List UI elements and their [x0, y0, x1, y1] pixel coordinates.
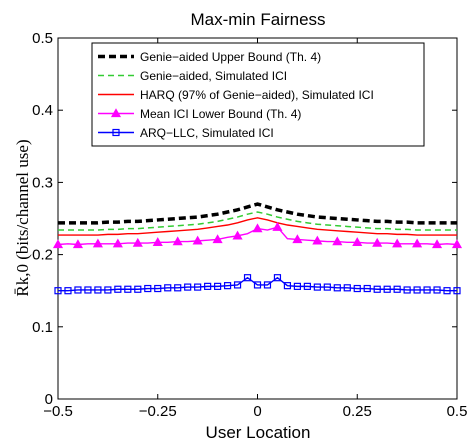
series-layer — [52, 202, 463, 295]
x-tick-label: −0.5 — [43, 403, 73, 420]
legend-label: HARQ (97% of Genie−aided), Simulated ICI — [140, 88, 374, 102]
y-tick-label: 0.1 — [32, 319, 53, 336]
x-tick-label: 0 — [253, 403, 261, 420]
data-point — [184, 283, 192, 291]
series-4 — [54, 274, 461, 295]
chart-title: Max-min Fairness — [190, 10, 325, 29]
data-point — [192, 235, 203, 245]
data-point — [112, 238, 123, 248]
data-point — [74, 286, 82, 294]
data-point — [84, 286, 92, 294]
series-line — [58, 211, 457, 231]
data-point — [313, 283, 321, 291]
data-point — [132, 237, 143, 247]
data-point — [433, 286, 441, 294]
series-line — [58, 217, 457, 236]
data-point — [392, 238, 403, 248]
data-point — [212, 234, 223, 244]
legend-box — [91, 42, 425, 147]
y-tick-label: 0.2 — [32, 247, 53, 264]
legend-marker — [112, 128, 120, 137]
data-point — [363, 284, 371, 293]
data-point — [372, 237, 383, 247]
data-point — [232, 230, 243, 240]
legend-label: Genie−aided, Simulated ICI — [140, 69, 287, 83]
data-point — [352, 237, 363, 246]
data-point — [332, 236, 343, 246]
data-point — [194, 283, 202, 291]
legend-label: Mean ICI Lower Bound (Th. 4) — [140, 107, 301, 121]
data-point — [253, 281, 262, 289]
series-0 — [58, 202, 457, 225]
series-2 — [58, 217, 457, 236]
data-point — [423, 286, 431, 294]
data-point — [263, 281, 272, 289]
data-point — [453, 287, 461, 295]
data-point — [413, 286, 421, 294]
data-point — [172, 236, 183, 246]
data-point — [273, 274, 282, 282]
data-point — [164, 284, 172, 292]
data-point — [292, 234, 303, 244]
data-point — [124, 285, 132, 293]
data-point — [104, 286, 112, 294]
data-point — [303, 282, 311, 290]
x-tick-label: −0.25 — [139, 403, 177, 420]
axis-ticks: −0.5 −0.25 0 0.25 0.5 0 0.1 0.2 0.3 0.4 0.5 — [32, 30, 467, 420]
data-point — [393, 285, 401, 293]
data-point — [403, 286, 411, 294]
data-point — [323, 283, 331, 291]
legend-marker — [110, 108, 122, 118]
data-point — [72, 239, 84, 249]
x-tick-label: 0.25 — [343, 403, 372, 420]
data-point — [293, 282, 301, 290]
data-point — [223, 282, 232, 290]
series-3 — [52, 221, 463, 249]
data-point — [373, 285, 381, 293]
data-point — [283, 282, 292, 290]
data-point — [92, 238, 103, 248]
data-point — [54, 287, 62, 295]
data-point — [312, 235, 323, 245]
data-point — [154, 284, 162, 293]
data-point — [333, 284, 341, 292]
legend: Genie−aided Upper Bound (Th. 4) Genie−aid… — [91, 42, 425, 147]
data-point — [431, 239, 443, 249]
data-point — [451, 239, 463, 249]
data-point — [144, 284, 152, 293]
data-point — [412, 238, 423, 248]
data-point — [152, 237, 163, 246]
x-tick-label: 0.5 — [447, 403, 468, 420]
data-point — [94, 286, 102, 294]
data-point — [383, 285, 391, 293]
y-axis-label: R̄k,0 (bits/channel use) — [13, 139, 32, 296]
data-point — [443, 287, 451, 295]
y-tick-label: 0.5 — [32, 30, 53, 47]
data-point — [174, 284, 182, 292]
data-point — [214, 282, 222, 290]
data-point — [204, 282, 212, 290]
data-point — [252, 223, 263, 233]
data-point — [64, 287, 72, 295]
y-tick-label: 0.4 — [32, 102, 53, 119]
data-point — [114, 285, 122, 293]
y-tick-label: 0 — [45, 391, 53, 408]
series-1 — [58, 211, 457, 231]
data-point — [243, 274, 252, 282]
legend-label: ARQ−LLC, Simulated ICI — [140, 126, 274, 140]
data-point — [233, 281, 242, 289]
legend-label: Genie−aided Upper Bound (Th. 4) — [140, 50, 321, 64]
series-line — [58, 202, 457, 225]
y-tick-label: 0.3 — [32, 174, 53, 191]
data-point — [134, 285, 142, 293]
data-point — [52, 239, 64, 249]
data-point — [353, 284, 361, 293]
data-point — [343, 284, 351, 292]
data-point — [272, 221, 283, 231]
x-axis-label: User Location — [206, 423, 311, 442]
